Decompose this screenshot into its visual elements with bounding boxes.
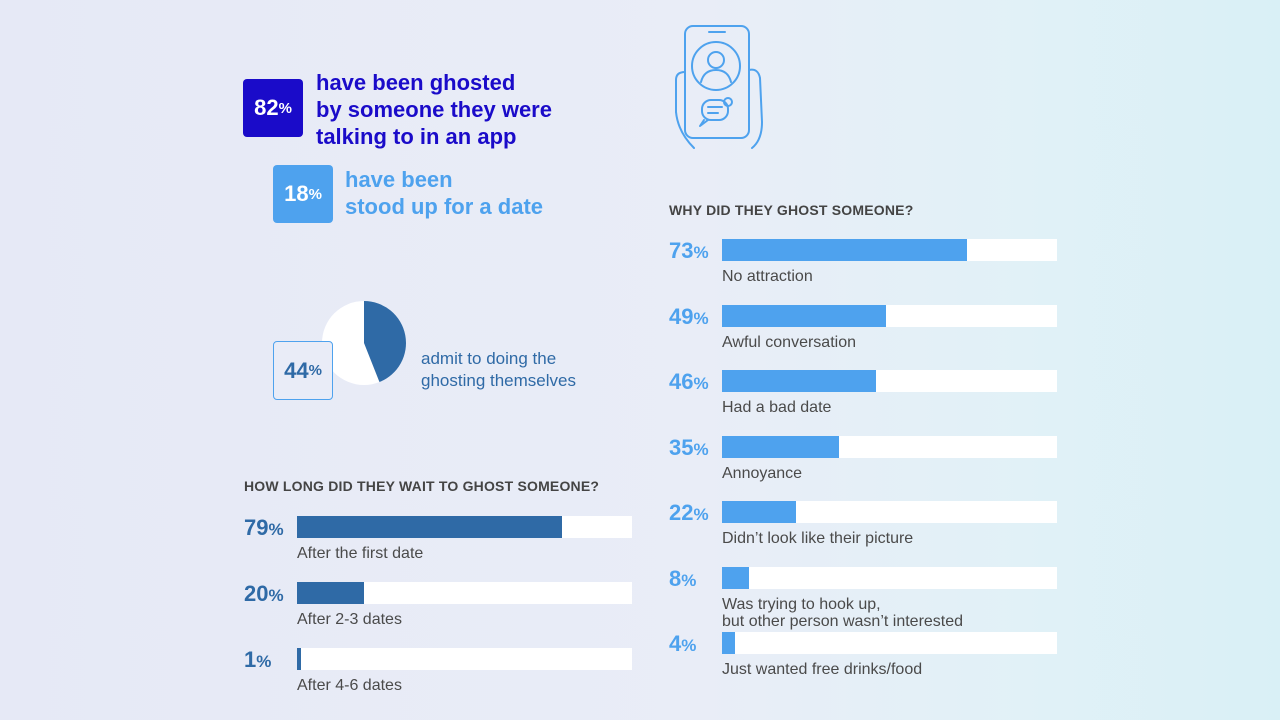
stood-up-percent-box: 18% <box>273 165 333 223</box>
admit-percent-value: 44 <box>284 357 309 383</box>
bar-value-number: 8 <box>669 565 682 591</box>
bar-track <box>722 566 1057 589</box>
bar-value-number: 22 <box>669 500 694 525</box>
bar-value-number: 1 <box>244 647 257 672</box>
bar-value-label: 73% <box>669 238 709 264</box>
bar-value-label: 8% <box>669 566 696 592</box>
bar-value-unit: % <box>268 586 284 605</box>
bar-value-unit: % <box>693 308 709 328</box>
bar-value-label: 35% <box>669 435 709 461</box>
bar-category-label: Had a bad date <box>722 399 832 416</box>
bar-category-label: No attraction <box>722 268 813 285</box>
ghosted-percent-sign: % <box>278 99 292 117</box>
bar-value-label: 4% <box>669 631 696 657</box>
bar-value-number: 73 <box>669 238 694 263</box>
bar-track <box>722 632 1057 654</box>
stood-up-percent-sign: % <box>308 185 322 203</box>
pie-slice-admit <box>364 301 406 383</box>
bar-category-label: Awful conversation <box>722 333 856 351</box>
admit-percent-sign: % <box>308 362 322 379</box>
bar-track <box>297 648 632 670</box>
bar-value-number: 20 <box>244 581 269 606</box>
bar <box>722 370 877 392</box>
admit-text: admit to doing the ghosting themselves <box>421 349 576 390</box>
bar-track <box>722 370 1057 392</box>
bar-value-number: 46 <box>669 369 694 394</box>
admit-pie-chart <box>320 299 408 387</box>
bar-value-unit: % <box>693 374 709 393</box>
wait-chart-title: HOW LONG DID THEY WAIT TO GHOST SOMEONE? <box>244 478 600 494</box>
stood-up-text: have been stood up for a date <box>345 167 543 219</box>
bar <box>722 566 749 589</box>
bar <box>722 239 967 261</box>
stood-up-percent-value: 18 <box>284 181 309 206</box>
admit-percent-box: 44% <box>273 341 333 400</box>
bar-value-unit: % <box>693 439 709 459</box>
bar-category-label: After the first date <box>297 545 424 562</box>
bar-value-unit: % <box>693 243 709 262</box>
bar-track <box>297 582 632 604</box>
bar-value-label: 22% <box>669 500 709 526</box>
bar <box>722 501 796 523</box>
bar-track <box>722 501 1057 523</box>
bar-value-unit: % <box>681 570 697 590</box>
bar-value-number: 35 <box>669 434 694 460</box>
bar-track <box>722 239 1057 261</box>
bar-track <box>722 435 1057 458</box>
bar-track <box>297 516 632 538</box>
bar-value-label: 1% <box>244 647 271 673</box>
bar-value-label: 49% <box>669 304 709 330</box>
bar-value-number: 79 <box>244 515 269 540</box>
ghosted-percent-box: 82% <box>243 79 303 137</box>
bar-value-label: 79% <box>244 515 284 541</box>
reason-chart-title: WHY DID THEY GHOST SOMEONE? <box>669 202 914 218</box>
bar <box>722 632 736 654</box>
phone-profile-chat-icon <box>668 22 778 152</box>
bar <box>297 516 562 538</box>
bar-value-label: 20% <box>244 581 284 607</box>
bar-category-label: Didn’t look like their picture <box>722 530 914 547</box>
bar-value-number: 4 <box>669 631 682 656</box>
bar-value-unit: % <box>693 505 709 524</box>
bar-value-unit: % <box>681 636 697 655</box>
bar <box>722 435 840 458</box>
bar-track <box>722 304 1057 327</box>
bar-category-label: After 2-3 dates <box>297 611 402 628</box>
bar <box>297 648 301 670</box>
bar-value-unit: % <box>256 652 272 671</box>
bar-value-number: 49 <box>669 303 694 329</box>
bar-value-label: 46% <box>669 369 709 395</box>
bar <box>297 582 364 604</box>
bar-value-unit: % <box>268 520 284 539</box>
bar-category-label: Just wanted free drinks/food <box>722 661 923 678</box>
bar-category-label: Annoyance <box>722 464 803 482</box>
bar-category-label: Was trying to hook up, but other person … <box>722 595 964 630</box>
bar <box>722 304 887 327</box>
bar-category-label: After 4-6 dates <box>297 677 402 694</box>
ghosted-text: have been ghosted by someone they were t… <box>316 70 552 149</box>
ghosted-percent-value: 82 <box>254 95 279 120</box>
